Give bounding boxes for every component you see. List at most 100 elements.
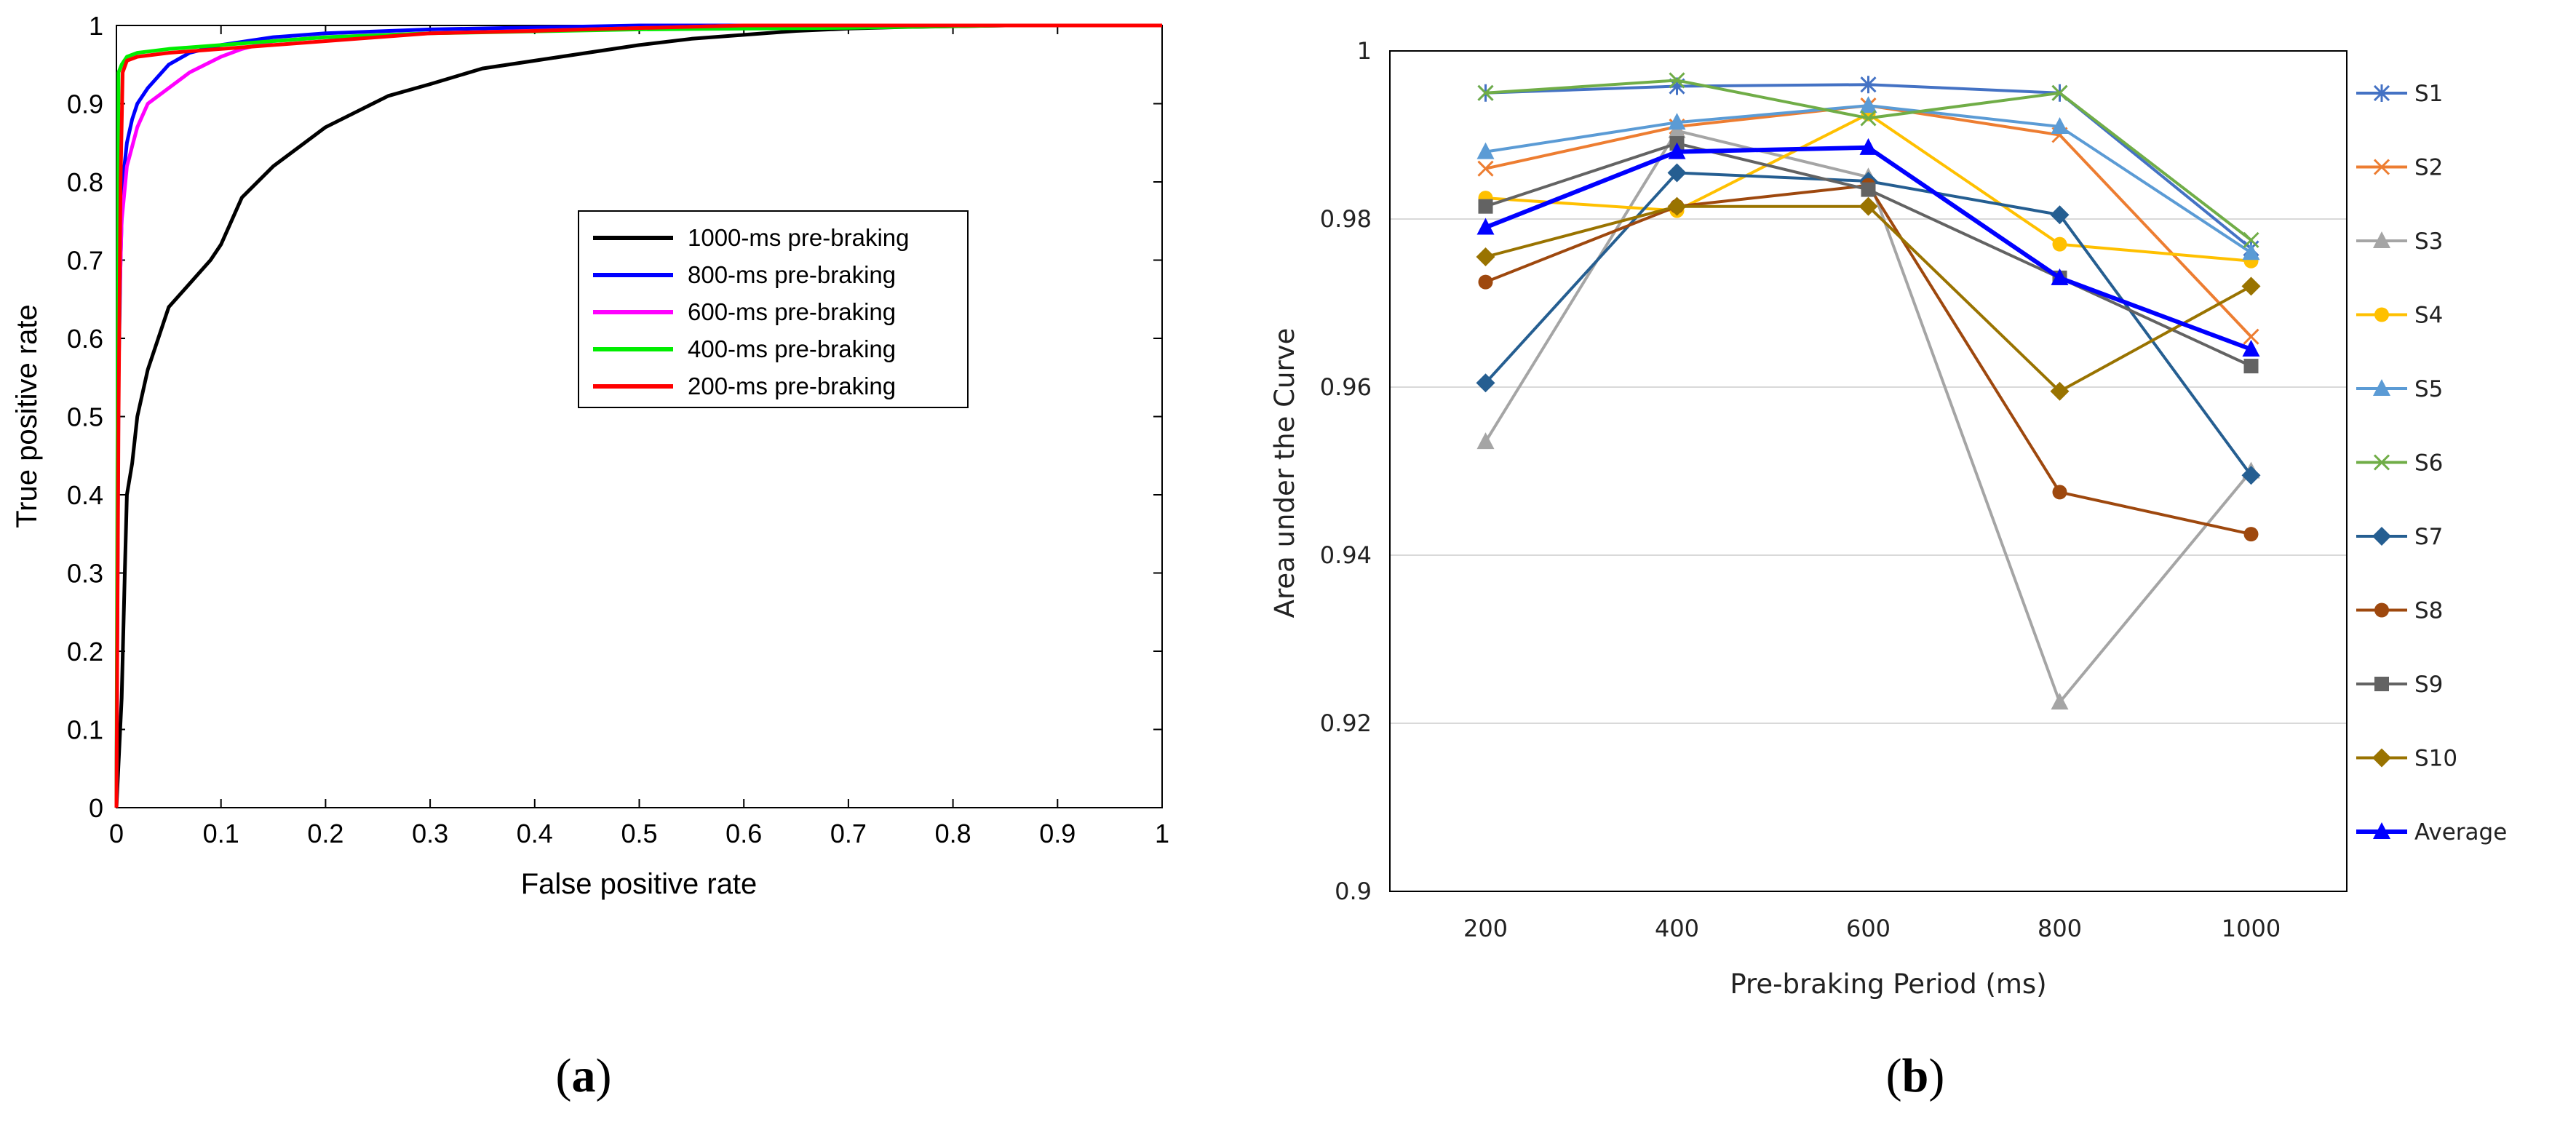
auc-point-s7	[2050, 205, 2070, 225]
x-tick-label-a: 0.1	[203, 819, 239, 848]
auc-point-s3	[1668, 121, 1686, 138]
auc-point-s5	[1476, 142, 1495, 159]
y-tick-label-b: 0.92	[1320, 709, 1372, 737]
auc-point-s5	[1668, 113, 1686, 130]
auc-point-s10	[2241, 276, 2261, 296]
x-axis-label-a: False positive rate	[521, 868, 758, 900]
y-tick-label-a: 0	[89, 793, 103, 823]
auc-point-s5	[2051, 116, 2069, 134]
auc-point-s5	[2242, 243, 2260, 260]
caption-b-letter: b	[1902, 1049, 1929, 1102]
auc-point-s6	[2051, 84, 2068, 101]
auc-point-s3	[1476, 432, 1495, 450]
legend-marker-b	[2372, 748, 2391, 768]
auc-point-s10	[2050, 381, 2070, 401]
legend-label-a: 800-ms pre-braking	[688, 261, 896, 288]
plot-area-b	[1389, 50, 2348, 892]
x-axis-label-b: Pre-braking Period (ms)	[1730, 968, 2046, 1000]
x-tick-label-b: 800	[2038, 915, 2082, 942]
auc-point-s8	[1478, 274, 1493, 290]
legend-box-a	[578, 210, 969, 408]
y-tick-label-a: 0.9	[67, 89, 103, 119]
auc-line-s10	[1484, 204, 2252, 393]
auc-series-s10	[1476, 196, 2261, 401]
auc-point-s5	[1859, 96, 1877, 114]
auc-series-average	[1476, 138, 2260, 357]
legend-marker-b	[2373, 454, 2390, 471]
legend-label-b: S9	[2414, 672, 2443, 698]
caption-b: (b)	[1886, 1049, 1945, 1102]
auc-point-s6	[1860, 110, 1877, 127]
legend-marker-b	[2374, 307, 2389, 322]
legend-marker-b	[2374, 677, 2389, 691]
legend-label-b: S10	[2414, 746, 2457, 772]
x-tick-label-a: 0.3	[412, 819, 448, 848]
auc-point-s8	[2052, 485, 2067, 500]
x-tick-label-a: 0.8	[935, 819, 971, 848]
x-tick-labels-a: 0 0.1 0.2 0.3 0.4 0.5 0.6 0.7 0.8 0.9 1	[109, 819, 1169, 848]
auc-line-s8	[1484, 183, 2251, 536]
auc-point-s1	[1860, 76, 1877, 94]
caption-a: (a)	[556, 1049, 612, 1102]
x-tick-label-b: 600	[1846, 915, 1891, 942]
y-tick-label-a: 0.1	[67, 715, 103, 745]
legend-marker-b	[2372, 527, 2391, 546]
legend-label-b: S4	[2414, 303, 2443, 329]
y-tick-label-a: 0.5	[67, 402, 103, 432]
x-tick-labels-b: 200 400 600 800 1000	[1463, 915, 2281, 942]
legend-marker-b	[2373, 231, 2390, 248]
auc-point-average	[1668, 142, 1686, 159]
auc-point-average	[1476, 218, 1495, 235]
y-tick-label-a: 0.6	[67, 324, 103, 354]
legend-marker-b	[2373, 822, 2390, 839]
legend-label-b: S1	[2414, 81, 2443, 107]
legend-marker-b	[2373, 159, 2390, 175]
legend-label-a: 1000-ms pre-braking	[688, 224, 909, 251]
auc-point-s10	[1476, 247, 1495, 266]
auc-point-s6	[2243, 231, 2259, 248]
y-tick-label-a: 0.7	[67, 246, 103, 276]
auc-point-s6	[1477, 84, 1494, 101]
auc-point-s8	[2243, 527, 2259, 542]
x-tick-label-a: 0.7	[830, 819, 867, 848]
plot-area-a	[116, 25, 1163, 808]
y-axis-label-a: True positive rate	[11, 304, 43, 528]
y-tick-labels-a: 0 0.1 0.2 0.3 0.4 0.5 0.6 0.7 0.8 0.9 1	[67, 11, 103, 823]
y-tick-label-a: 0.3	[67, 559, 103, 589]
legend-label-b: S3	[2414, 228, 2443, 255]
roc-series	[114, 23, 1162, 808]
legend-marker-b	[2373, 379, 2390, 396]
auc-point-s9	[2243, 359, 2259, 374]
x-tick-label-b: 400	[1655, 915, 1699, 942]
auc-point-s9	[1861, 182, 1876, 197]
x-tick-label-a: 0.2	[307, 819, 343, 848]
auc-point-s9	[1478, 199, 1493, 214]
roc-line-200ms	[114, 23, 1162, 808]
y-tick-label-a: 1	[89, 11, 103, 41]
legend-label-b: Average	[2414, 819, 2507, 846]
legend-label-b: S6	[2414, 450, 2443, 477]
auc-line-s7	[1484, 171, 2253, 477]
y-tick-label-b: 0.9	[1335, 878, 1372, 905]
legend-label-a: 200-ms pre-braking	[688, 373, 896, 399]
auc-series	[1476, 72, 2261, 710]
auc-chart-panel: 0.9 0.92 0.94 0.96 0.98 1 200 400 600 800 1000 Pr…	[1269, 37, 2507, 1000]
legend-label-b: S5	[2414, 376, 2443, 402]
legend-marker-b	[2374, 602, 2389, 618]
auc-point-s6	[1669, 72, 1685, 89]
auc-point-s2	[1477, 160, 1494, 177]
y-tick-label-b: 0.96	[1320, 373, 1372, 401]
auc-point-s10	[1667, 196, 1687, 216]
caption-a-letter: a	[572, 1049, 596, 1102]
roc-chart-panel: 0 0.1 0.2 0.3 0.4 0.5 0.6 0.7 0.8 0.9 1 0 0.1 0.2 0.3…	[11, 11, 1169, 900]
x-tick-label-b: 200	[1463, 915, 1508, 942]
auc-point-s3	[2051, 693, 2069, 710]
auc-point-s4	[2052, 236, 2067, 252]
auc-series-s6	[1477, 72, 2259, 248]
x-tick-label-a: 0.4	[517, 819, 553, 848]
auc-point-average	[1859, 138, 1877, 155]
y-tick-labels-b: 0.9 0.92 0.94 0.96 0.98 1	[1320, 37, 1372, 905]
x-tick-label-b: 1000	[2222, 915, 2281, 942]
y-tick-label-a: 0.2	[67, 637, 103, 667]
